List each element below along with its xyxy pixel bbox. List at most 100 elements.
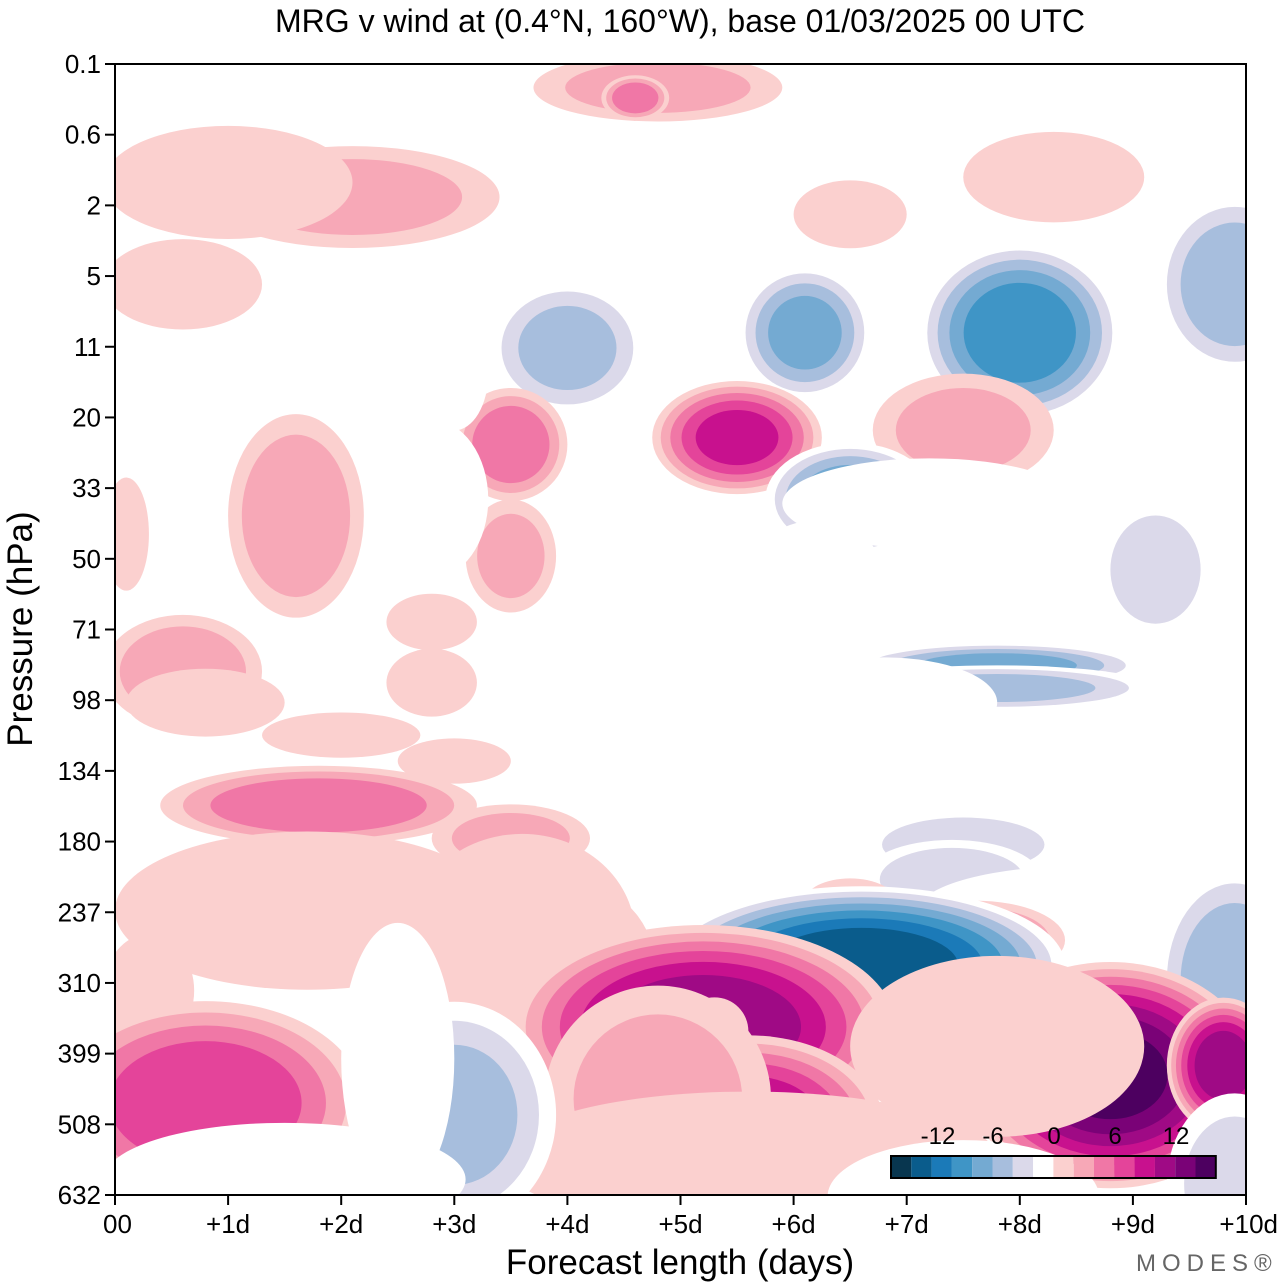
contour-blob [488,280,647,416]
colorbar-swatch [1134,1156,1155,1178]
contour-blob [420,317,489,431]
contour-blob [1155,193,1246,375]
x-tick-label: +2d [319,1209,363,1239]
colorbar-swatch [992,1156,1013,1178]
contour-level [770,657,998,748]
contour-level [375,420,489,579]
y-tick-label: 11 [74,332,101,362]
contour-blob [115,477,149,591]
contour-level [241,434,351,598]
contour-blob [341,922,455,1195]
contour-blob [793,180,907,249]
colorbar-swatch [1033,1156,1054,1178]
colorbar-swatch [1094,1156,1115,1178]
y-tick-label: 2 [87,190,101,220]
colorbar: -12 -6 0 6 12 [890,1123,1217,1179]
contour-level [695,409,779,466]
colorbar-label: 0 [1047,1123,1060,1150]
contour-blob [748,520,885,634]
contour-level [612,82,659,114]
x-tick-label: 00 [103,1209,132,1239]
y-tick-label: 237 [58,897,101,927]
contour-blob [985,513,1054,627]
contour-blob [397,738,511,784]
contour-blob [963,131,1145,223]
contour-level [386,593,477,651]
colorbar-swatch [1012,1156,1034,1178]
contour-blob [454,387,568,502]
colorbar-swatch [911,1156,932,1178]
contour-level [115,1122,466,1195]
contour-level [341,922,455,1195]
y-tick-label: 20 [72,402,101,432]
contour-blob [737,264,873,401]
contour-blob [850,955,1145,1137]
colorbar-label: 6 [1108,1123,1121,1150]
contour-blob [115,125,353,239]
contour-level [262,712,421,758]
contour-level [210,778,427,833]
contour-blob [1132,755,1201,847]
colorbar-swatch [1195,1156,1216,1178]
contour-blob [126,668,285,737]
contour-level [793,180,907,249]
contour-level [1132,755,1201,847]
contour-blob [115,1122,466,1195]
contour-blob [160,765,477,845]
contour-blob [386,648,477,717]
contour-blob [838,744,1111,790]
y-tick-label: 0.6 [65,120,101,150]
contour-level [477,513,545,599]
colorbar-label: -6 [982,1123,1003,1150]
modes-watermark-logo: MODES® [1136,1250,1278,1277]
contour-blob [770,657,998,748]
contour-blob [115,239,263,330]
x-tick-label: +1d [206,1209,250,1239]
colorbar-swatch [1073,1156,1094,1178]
contour-level [386,648,477,717]
contour-level [963,282,1076,383]
contour-level [397,738,511,784]
contour-field [115,64,1246,1195]
colorbar-swatch [1175,1156,1196,1178]
colorbar-swatch [1154,1156,1176,1178]
contour-level [838,744,1111,790]
contour-level [768,295,842,370]
y-tick-label: 632 [58,1180,101,1210]
contour-blob [386,593,477,651]
y-tick-label: 310 [58,968,101,998]
colorbar-label: 12 [1163,1123,1190,1150]
contour-blob [652,380,822,495]
contour-level [1194,1030,1246,1101]
x-tick-label: +3d [432,1209,476,1239]
contour-level [472,405,550,484]
axes: 00 +1d +2d +3d +4d +5d +6d +7d +8d +9d +10d 0.1 0.6 2… [58,49,1278,1239]
contour-level [465,209,624,278]
y-tick-label: 180 [58,827,101,857]
colorbar-swatch [891,1156,912,1178]
contour-blob [262,712,421,758]
contour-blob [1098,501,1213,638]
contour-level [518,305,617,391]
y-tick-label: 399 [58,1039,101,1069]
colorbar-swatch [951,1156,973,1178]
y-tick-label: 134 [58,756,101,786]
contour-level [985,513,1054,627]
contour-blob [228,414,364,618]
contour-level [420,317,489,431]
x-tick-label: +5d [658,1209,702,1239]
y-axis-label: Pressure (hPa) [1,511,40,746]
contour-level [126,668,285,737]
x-tick-label: +9d [1111,1209,1155,1239]
contour-blob [601,75,670,121]
y-tick-label: 508 [58,1109,101,1139]
contour-level [850,955,1145,1137]
contour-blob [295,316,387,407]
contour-level [1180,222,1246,347]
contour-blob [465,209,624,278]
contour-blob [872,373,1054,487]
x-tick-label: +7d [885,1209,929,1239]
colorbar-swatch [1053,1156,1074,1178]
